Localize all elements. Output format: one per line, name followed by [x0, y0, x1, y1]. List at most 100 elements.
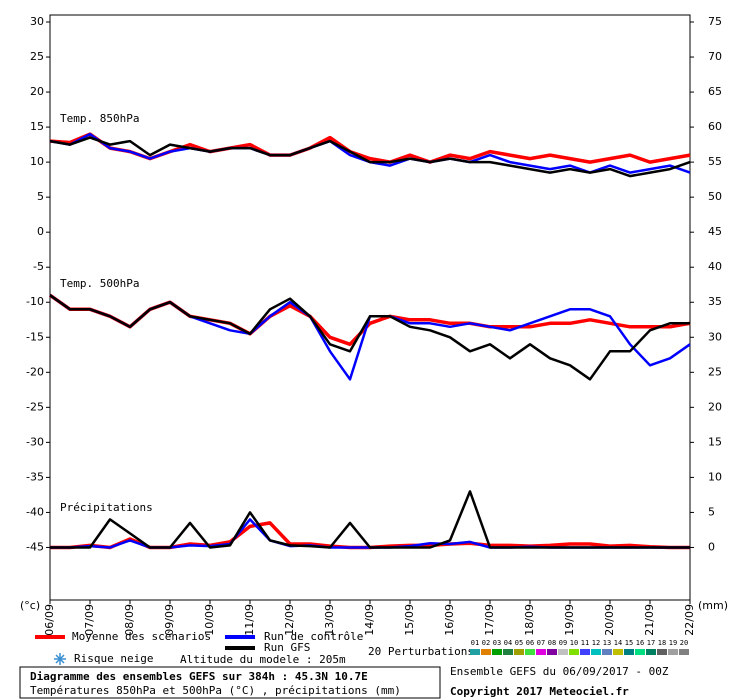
member-swatch: [635, 649, 645, 655]
y-tick-label: -35: [26, 470, 44, 483]
info-box: [19, 666, 441, 699]
y-tick-label: -5: [33, 260, 44, 273]
panel-label: Précipitations: [60, 501, 153, 514]
member-label: 20: [680, 639, 688, 647]
panel-label: Temp. 850hPa: [60, 112, 139, 125]
x-tick-label: 19/09: [563, 604, 576, 636]
snow-label: Risque neige: [74, 652, 153, 665]
member-swatch: [602, 649, 612, 655]
member-label: 18: [658, 639, 666, 647]
y2-tick-label: 15: [708, 435, 722, 448]
run-info: Ensemble GEFS du 06/09/2017 - 00Z: [450, 665, 669, 678]
y-unit: (°c): [20, 599, 40, 612]
y2-tick-label: 0: [708, 540, 715, 553]
x-tick-label: 06/09: [43, 604, 56, 636]
member-swatch: [569, 649, 579, 655]
member-swatch: [481, 649, 491, 655]
perturbations-label: 20 Perturbations: [368, 645, 474, 658]
series-line: [49, 294, 691, 381]
member-label: 17: [647, 639, 655, 647]
y2-tick-label: 70: [708, 50, 722, 63]
panel-label: Temp. 500hPa: [60, 277, 139, 290]
member-swatch: [525, 649, 535, 655]
snow-icon: [54, 653, 66, 665]
member-label: 07: [537, 639, 545, 647]
y-tick-label: 10: [30, 155, 44, 168]
member-label: 08: [548, 639, 556, 647]
x-tick-label: 11/09: [243, 604, 256, 636]
member-swatch: [470, 649, 480, 655]
member-swatch: [558, 649, 568, 655]
x-tick-label: 20/09: [603, 604, 616, 636]
y2-tick-label: 10: [708, 470, 722, 483]
member-label: 04: [504, 639, 512, 647]
x-tick-label: 10/09: [203, 604, 216, 636]
y-tick-label: 30: [30, 15, 44, 28]
member-swatch: [547, 649, 557, 655]
x-tick-label: 14/09: [363, 604, 376, 636]
member-label: 10: [570, 639, 578, 647]
y2-tick-label: 55: [708, 155, 722, 168]
x-tick-label: 09/09: [163, 604, 176, 636]
member-label: 15: [625, 639, 633, 647]
y-tick-label: -15: [26, 330, 44, 343]
member-label: 12: [592, 639, 600, 647]
x-tick-label: 16/09: [443, 604, 456, 636]
y2-tick-label: 45: [708, 225, 722, 238]
member-label: 09: [559, 639, 567, 647]
member-label: 14: [614, 639, 622, 647]
member-label: 03: [493, 639, 501, 647]
series-line: [50, 490, 690, 549]
member-swatch: [591, 649, 601, 655]
member-label: 01: [471, 639, 479, 647]
legend-label: Moyenne des scénarios: [72, 630, 211, 643]
x-tick-label: 17/09: [483, 604, 496, 636]
member-swatch: [646, 649, 656, 655]
member-swatch: [613, 649, 623, 655]
x-tick-label: 12/09: [283, 604, 296, 636]
series-line: [49, 294, 690, 381]
y-tick-label: -40: [26, 505, 44, 518]
x-tick-label: 07/09: [83, 604, 96, 636]
x-tick-label: 18/09: [523, 604, 536, 636]
series-line: [49, 136, 691, 178]
y-tick-label: 0: [37, 225, 44, 238]
member-swatch: [514, 649, 524, 655]
legend-label: Run de contrôle: [264, 630, 363, 643]
member-swatch: [503, 649, 513, 655]
y2-tick-label: 30: [708, 330, 722, 343]
info-title: Diagramme des ensembles GEFS sur 384h : …: [30, 670, 368, 683]
altitude: Altitude du modele : 205m: [180, 653, 346, 666]
member-swatch: [492, 649, 502, 655]
member-label: 06: [526, 639, 534, 647]
y2-tick-label: 50: [708, 190, 722, 203]
y2-tick-label: 25: [708, 365, 722, 378]
copyright: Copyright 2017 Meteociel.fr: [450, 685, 629, 698]
x-tick-label: 15/09: [403, 604, 416, 636]
member-label: 16: [636, 639, 644, 647]
member-label: 05: [515, 639, 523, 647]
y-tick-label: -25: [26, 400, 44, 413]
y-tick-label: -30: [26, 435, 44, 448]
member-label: 19: [669, 639, 677, 647]
y-tick-label: -45: [26, 540, 44, 553]
member-swatch: [580, 649, 590, 655]
y2-tick-label: 35: [708, 295, 722, 308]
x-tick-label: 13/09: [323, 604, 336, 636]
y-tick-label: -20: [26, 365, 44, 378]
member-label: 02: [482, 639, 490, 647]
member-swatch: [679, 649, 689, 655]
y2-unit: (mm): [698, 599, 728, 612]
x-tick-label: 21/09: [643, 604, 656, 636]
y-tick-label: 25: [30, 50, 44, 63]
y2-tick-label: 5: [708, 505, 715, 518]
member-swatch: [668, 649, 678, 655]
member-swatch: [624, 649, 634, 655]
y-tick-label: 15: [30, 120, 44, 133]
y2-tick-label: 75: [708, 15, 722, 28]
y-tick-label: 20: [30, 85, 44, 98]
member-swatch: [657, 649, 667, 655]
x-tick-label: 08/09: [123, 604, 136, 636]
y2-tick-label: 20: [708, 400, 722, 413]
